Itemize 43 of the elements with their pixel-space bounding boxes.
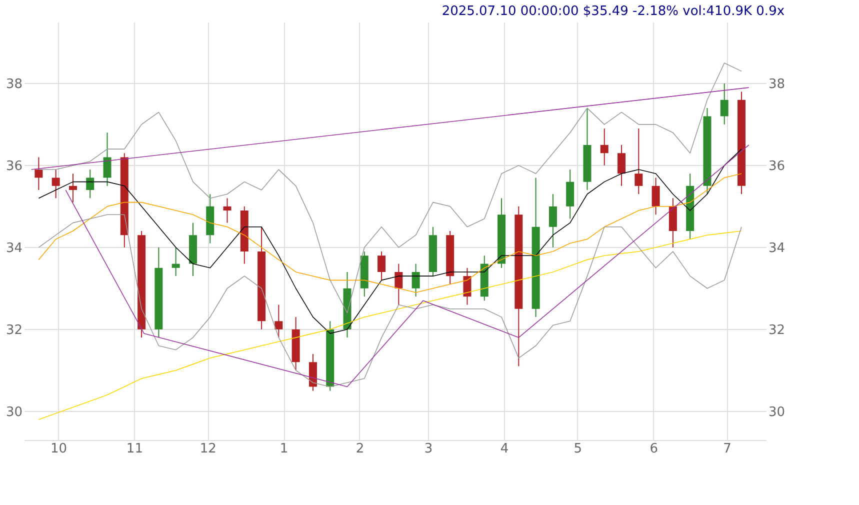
line-series [65, 144, 750, 388]
x-tick-label: 5 [574, 442, 582, 456]
candlestick [172, 246, 180, 277]
y-tick-label: 34 [6, 240, 22, 256]
y2-tick-label: 32 [768, 322, 786, 338]
line-series [38, 214, 742, 388]
x-tick-label: 11 [126, 442, 143, 456]
candlestick [34, 156, 43, 191]
candlestick [600, 128, 608, 166]
candlestick [634, 128, 643, 195]
y2-tick-label: 34 [768, 240, 786, 256]
candlestick [412, 263, 420, 298]
x-tick-label: 4 [500, 442, 509, 456]
candlestick [68, 173, 77, 203]
x-tick-label: 7 [723, 442, 732, 456]
candlestick [274, 304, 283, 338]
y-tick-label: 38 [6, 76, 22, 92]
candlestick [394, 263, 403, 306]
candlestick [548, 194, 557, 248]
y-tick-label: 36 [6, 158, 22, 174]
y-tick-label: 30 [6, 404, 22, 420]
candlestick [720, 82, 728, 125]
x-tick-label: 10 [50, 442, 68, 456]
x-tick-label: 3 [424, 442, 433, 456]
line-series [38, 230, 742, 420]
chart-title: 2025.07.10 00:00:00 $35.49 -2.18% vol:410.9K 0.9x [442, 4, 785, 19]
x-tick-label: 1 [280, 442, 288, 456]
line-series [38, 148, 742, 334]
x-tick-label: 6 [650, 442, 658, 456]
y2-tick-label: 30 [768, 404, 786, 420]
x-tick-label: 12 [200, 442, 216, 456]
candlestick [223, 198, 232, 224]
x-tick-label: 2 [356, 442, 364, 456]
y2-tick-label: 36 [768, 158, 786, 174]
y2-tick-label: 38 [768, 76, 786, 92]
candlestick [463, 267, 472, 306]
y-tick-label: 32 [6, 322, 22, 338]
candlestick [52, 169, 60, 199]
candlestick [378, 250, 386, 281]
candlestick [652, 177, 660, 216]
candlestick [618, 144, 626, 186]
candlestick [86, 169, 94, 199]
candlestick [103, 132, 112, 186]
